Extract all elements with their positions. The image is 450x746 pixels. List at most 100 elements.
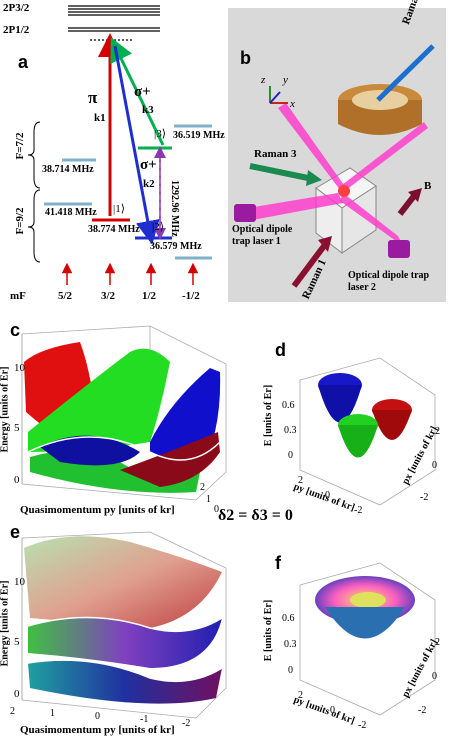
ytick-f: 0 <box>432 671 437 682</box>
k1-label: k1 <box>94 112 106 124</box>
ytick-f: -2 <box>418 705 427 716</box>
pi-label: π <box>88 88 98 107</box>
panel-c: c 10 5 0 Energy [units of Er] 2 1 0 Quas… <box>0 320 235 516</box>
ztick-d: 0.6 <box>282 400 295 411</box>
xtick-d: -2 <box>354 505 363 516</box>
zlabel-d: E [units of Er] <box>263 384 275 447</box>
ytick-c: 5 <box>14 422 20 434</box>
panel-f: f 0.6 0.3 0 E [units of Er] 2 0 -2 py [u… <box>263 545 450 745</box>
panel-b: b z y x Raman 3 Raman 2 Raman 1 B Optica… <box>228 0 446 302</box>
k2-label: k2 <box>143 178 155 190</box>
band-edge-line-e2 <box>27 659 223 683</box>
band-plot-c <box>21 325 227 501</box>
freq-36519: 36.519 MHz <box>173 130 225 141</box>
cone-red-body-d <box>372 410 412 440</box>
panel-letter-f: f <box>275 553 281 573</box>
freq-41418: 41.418 MHz <box>45 207 97 218</box>
raman3-beam <box>249 163 309 181</box>
cone-blue-body-d <box>318 385 362 423</box>
ylabel-c: Energy [units of Er] <box>0 366 11 453</box>
ztick-f: 0.3 <box>284 639 297 650</box>
band-edge-line-e <box>27 616 223 633</box>
p32-label: 2P3/2 <box>3 2 30 14</box>
dipole1-beam <box>248 193 343 220</box>
xtick-e: -1 <box>140 714 149 725</box>
surface-top-e <box>24 536 222 628</box>
p12-levels <box>68 27 160 32</box>
panel-d: d 0.6 0.3 0 E [units of Er] 2 0 -2 py [u… <box>263 340 450 525</box>
freq-38774: 38.774 MHz <box>88 224 140 235</box>
ytick-d: 2 <box>435 426 440 437</box>
delta-condition: δ2 = δ3 = 0 <box>218 507 293 524</box>
band-edge-line <box>27 436 221 461</box>
ylabel-e: Energy [units of Er] <box>0 580 11 667</box>
panel-letter-b: b <box>240 48 251 68</box>
ztick-c: 0 <box>214 504 219 515</box>
panel-a: 2P3/2 2P1/2 a π k1 σ+ k3 σ+ k2 |3⟩ |1⟩ |… <box>0 0 225 302</box>
surface-blue-low-c <box>40 435 140 466</box>
p12-label: 2P1/2 <box>3 24 30 36</box>
raman1-beam <box>291 244 327 288</box>
f72-label: F=7/2 <box>14 132 26 160</box>
mf-arrows <box>61 262 199 285</box>
ytick-e: 5 <box>14 636 20 648</box>
dipole1-label: Optical dipole trap laser 1 <box>232 224 293 247</box>
surface-mid-e <box>28 617 222 668</box>
plot-box-e <box>21 531 227 719</box>
panel-letter-e: e <box>10 522 21 542</box>
atom-cloud <box>338 185 350 197</box>
ztick-f: 0 <box>288 665 293 676</box>
xtick-d: 0 <box>325 490 330 501</box>
state2-label: |2⟩ <box>152 221 164 233</box>
chamber-body <box>338 100 422 135</box>
ztick-f: 0.6 <box>282 613 295 624</box>
sigma-k3-label: σ+ <box>134 84 151 100</box>
xtick-d: 2 <box>298 475 303 486</box>
axis-y-label: y <box>283 74 288 86</box>
freq-38714: 38.714 MHz <box>42 164 94 175</box>
axis-x-label: x <box>290 98 295 110</box>
xtick-f: 2 <box>298 690 303 701</box>
surface-low-e <box>28 660 222 704</box>
raman2-beam <box>376 44 435 102</box>
xtick-e: 0 <box>95 711 100 722</box>
level-diagram <box>27 5 212 285</box>
panel-letter-c: c <box>10 320 21 340</box>
brace-f72 <box>27 121 41 189</box>
beam-diag-b <box>342 122 428 190</box>
xtick-f: -2 <box>358 720 367 731</box>
surface-cone-f <box>325 607 405 639</box>
sigma-k3-arrow <box>110 37 165 146</box>
freq-129296: 1292.96 MHz <box>169 180 180 237</box>
ytick-e: 10 <box>14 576 25 588</box>
axis-z-label: z <box>261 74 266 86</box>
band-plot-f <box>299 562 436 716</box>
freq-36579: 36.579 MHz <box>150 241 202 252</box>
state3-label: |3⟩ <box>154 128 166 140</box>
dipole2-beam <box>340 193 403 246</box>
p32-levels <box>68 5 160 16</box>
panel-letter-d: d <box>275 340 286 360</box>
mf-label: mF <box>10 290 26 302</box>
sigma-k2-label: σ+ <box>140 157 157 173</box>
mf-value: 1/2 <box>142 290 157 302</box>
surface-green-c <box>28 348 170 452</box>
ytick-c: 0 <box>14 474 20 486</box>
xtick-e: 1 <box>50 708 55 719</box>
xtick-f: 0 <box>330 705 335 716</box>
beam-diag-a <box>278 103 346 191</box>
ytick-c: 10 <box>14 362 25 374</box>
raman1-arrowhead <box>318 236 332 252</box>
mf-value: -1/2 <box>182 290 200 302</box>
brace-f92 <box>27 189 41 263</box>
ytick-d: 0 <box>432 460 437 471</box>
xtick-e: 2 <box>10 706 15 717</box>
mf-value: 5/2 <box>58 290 73 302</box>
ztick-c: 2 <box>200 482 205 493</box>
cone-green-body-d <box>338 425 378 458</box>
plot-box-f <box>299 562 436 716</box>
state1-label: |1⟩ <box>113 203 125 215</box>
surface-center-f <box>350 592 386 608</box>
k3-label: k3 <box>142 104 154 116</box>
f92-label: F=9/2 <box>14 207 26 235</box>
